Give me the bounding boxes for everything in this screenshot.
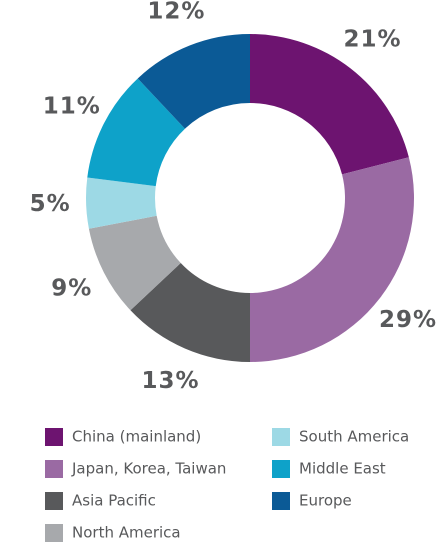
legend-label: China (mainland) <box>72 428 201 446</box>
legend-label: Europe <box>299 492 352 510</box>
legend-swatch <box>45 460 63 478</box>
legend-label: Asia Pacific <box>72 492 156 510</box>
legend-swatch <box>272 492 290 510</box>
legend-swatch <box>45 428 63 446</box>
data-label: 12% <box>147 0 205 25</box>
data-label: 11% <box>43 94 101 120</box>
legend-swatch <box>45 492 63 510</box>
legend-label: Japan, Korea, Taiwan <box>71 460 226 478</box>
donut-segment <box>88 215 181 311</box>
legend-swatch <box>272 428 290 446</box>
legend-swatch <box>45 524 63 542</box>
legend-label: South America <box>299 428 409 446</box>
legend-swatch <box>272 460 290 478</box>
data-label: 5% <box>30 191 71 217</box>
donut-segment <box>130 263 250 362</box>
data-label: 21% <box>344 26 402 52</box>
data-label: 13% <box>142 368 200 394</box>
donut-segment <box>250 34 409 175</box>
donut-segment <box>250 157 414 362</box>
legend-label: North America <box>72 524 181 542</box>
data-label: 9% <box>51 275 92 301</box>
data-label: 29% <box>379 307 437 333</box>
legend-label: Middle East <box>299 460 386 478</box>
donut-segment <box>85 177 157 229</box>
donut-segment <box>87 78 185 187</box>
donut-segment <box>137 34 250 129</box>
